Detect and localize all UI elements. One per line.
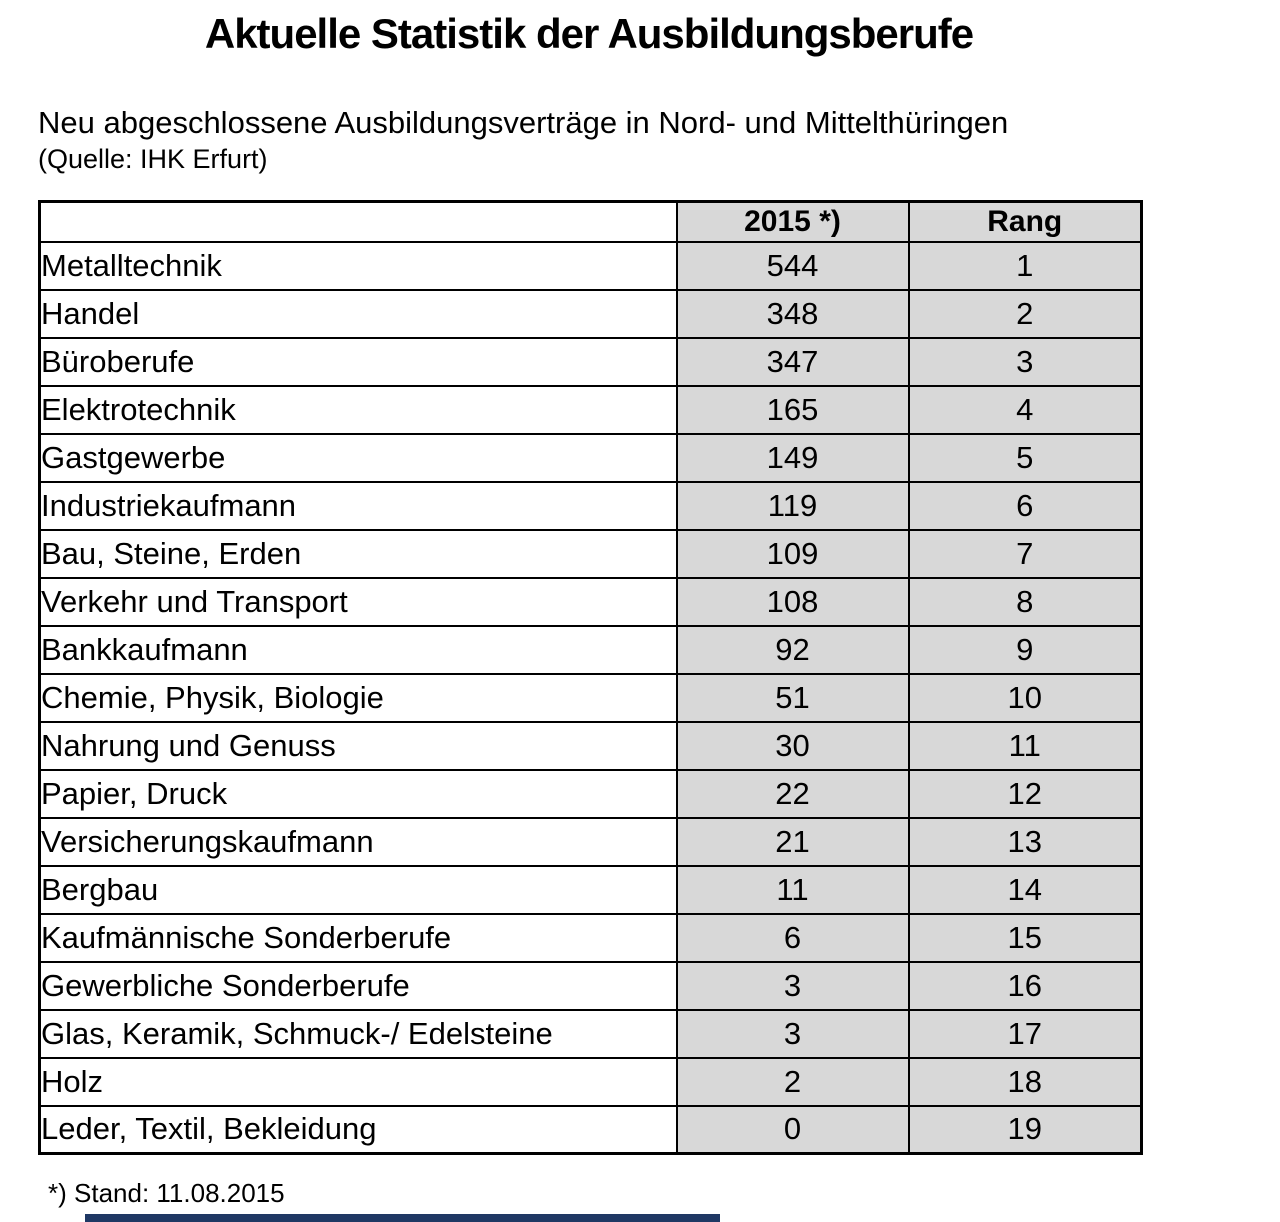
table-row: Elektrotechnik 165 4 [38, 384, 1143, 435]
row-rank: 10 [907, 672, 1143, 723]
row-label: Holz [38, 1056, 678, 1107]
table-row: Nahrung und Genuss 30 11 [38, 720, 1143, 771]
table-row: Glas, Keramik, Schmuck-/ Edelsteine 3 17 [38, 1008, 1143, 1059]
row-rank: 2 [907, 288, 1143, 339]
row-value-2015: 92 [675, 624, 910, 675]
row-value-2015: 51 [675, 672, 910, 723]
row-label: Nahrung und Genuss [38, 720, 678, 771]
row-label: Bankkaufmann [38, 624, 678, 675]
row-label: Leder, Textil, Bekleidung [38, 1104, 678, 1155]
row-label: Gastgewerbe [38, 432, 678, 483]
row-value-2015: 6 [675, 912, 910, 963]
row-rank: 13 [907, 816, 1143, 867]
row-label: Industriekaufmann [38, 480, 678, 531]
row-value-2015: 0 [675, 1104, 910, 1155]
table-row: Büroberufe 347 3 [38, 336, 1143, 387]
row-label: Gewerbliche Sonderberufe [38, 960, 678, 1011]
row-label: Bergbau [38, 864, 678, 915]
page-subtitle: Neu abgeschlossene Ausbildungsverträge i… [38, 105, 1009, 140]
row-rank: 9 [907, 624, 1143, 675]
source-note: (Quelle: IHK Erfurt) [38, 144, 268, 174]
row-value-2015: 22 [675, 768, 910, 819]
row-value-2015: 348 [675, 288, 910, 339]
table-row: Papier, Druck 22 12 [38, 768, 1143, 819]
table-row: Bergbau 11 14 [38, 864, 1143, 915]
page-content: Aktuelle Statistik der Ausbildungsberufe… [38, 0, 1143, 1209]
row-label: Bau, Steine, Erden [38, 528, 678, 579]
row-rank: 1 [907, 240, 1143, 291]
table-row: Versicherungskaufmann 21 13 [38, 816, 1143, 867]
row-rank: 17 [907, 1008, 1143, 1059]
table-body: Metalltechnik 544 1 Handel 348 2 Büroberufe 347… [38, 240, 1143, 1155]
row-value-2015: 544 [675, 240, 910, 291]
row-label: Versicherungskaufmann [38, 816, 678, 867]
table-row: Gastgewerbe 149 5 [38, 432, 1143, 483]
row-rank: 7 [907, 528, 1143, 579]
row-label: Elektrotechnik [38, 384, 678, 435]
row-label: Kaufmännische Sonderberufe [38, 912, 678, 963]
row-rank: 11 [907, 720, 1143, 771]
row-rank: 19 [907, 1104, 1143, 1155]
row-label: Handel [38, 288, 678, 339]
row-value-2015: 347 [675, 336, 910, 387]
table-row: Chemie, Physik, Biologie 51 10 [38, 672, 1143, 723]
table-row: Leder, Textil, Bekleidung 0 19 [38, 1104, 1143, 1155]
row-value-2015: 30 [675, 720, 910, 771]
row-rank: 8 [907, 576, 1143, 627]
row-value-2015: 2 [675, 1056, 910, 1107]
table-row: Holz 2 18 [38, 1056, 1143, 1107]
row-rank: 12 [907, 768, 1143, 819]
table-row: Bankkaufmann 92 9 [38, 624, 1143, 675]
page-title: Aktuelle Statistik der Ausbildungsberufe [204, 10, 974, 57]
table-row: Industriekaufmann 119 6 [38, 480, 1143, 531]
row-value-2015: 108 [675, 576, 910, 627]
row-value-2015: 109 [675, 528, 910, 579]
table-row: Verkehr und Transport 108 8 [38, 576, 1143, 627]
bottom-divider-bar [85, 1214, 720, 1222]
row-label: Papier, Druck [38, 768, 678, 819]
row-label: Chemie, Physik, Biologie [38, 672, 678, 723]
row-value-2015: 165 [675, 384, 910, 435]
table-row: Kaufmännische Sonderberufe 6 15 [38, 912, 1143, 963]
header-cell-empty [38, 200, 678, 243]
row-value-2015: 3 [675, 1008, 910, 1059]
header-cell-2015: 2015 *) [675, 200, 910, 243]
row-rank: 5 [907, 432, 1143, 483]
table-header-row: 2015 *) Rang [38, 200, 1143, 243]
row-label: Verkehr und Transport [38, 576, 678, 627]
row-value-2015: 3 [675, 960, 910, 1011]
table-row: Metalltechnik 544 1 [38, 240, 1143, 291]
row-value-2015: 11 [675, 864, 910, 915]
header-cell-rang: Rang [907, 200, 1143, 243]
table-row: Gewerbliche Sonderberufe 3 16 [38, 960, 1143, 1011]
statistics-table: 2015 *) Rang Metalltechnik 544 1 Handel 348 2… [38, 200, 1143, 1155]
table-row: Handel 348 2 [38, 288, 1143, 339]
row-label: Glas, Keramik, Schmuck-/ Edelsteine [38, 1008, 678, 1059]
row-rank: 4 [907, 384, 1143, 435]
row-rank: 16 [907, 960, 1143, 1011]
row-value-2015: 21 [675, 816, 910, 867]
row-rank: 6 [907, 480, 1143, 531]
row-rank: 18 [907, 1056, 1143, 1107]
row-value-2015: 149 [675, 432, 910, 483]
row-rank: 14 [907, 864, 1143, 915]
row-value-2015: 119 [675, 480, 910, 531]
row-label: Metalltechnik [38, 240, 678, 291]
table-row: Bau, Steine, Erden 109 7 [38, 528, 1143, 579]
row-label: Büroberufe [38, 336, 678, 387]
row-rank: 15 [907, 912, 1143, 963]
row-rank: 3 [907, 336, 1143, 387]
footnote: *) Stand: 11.08.2015 [48, 1178, 285, 1208]
